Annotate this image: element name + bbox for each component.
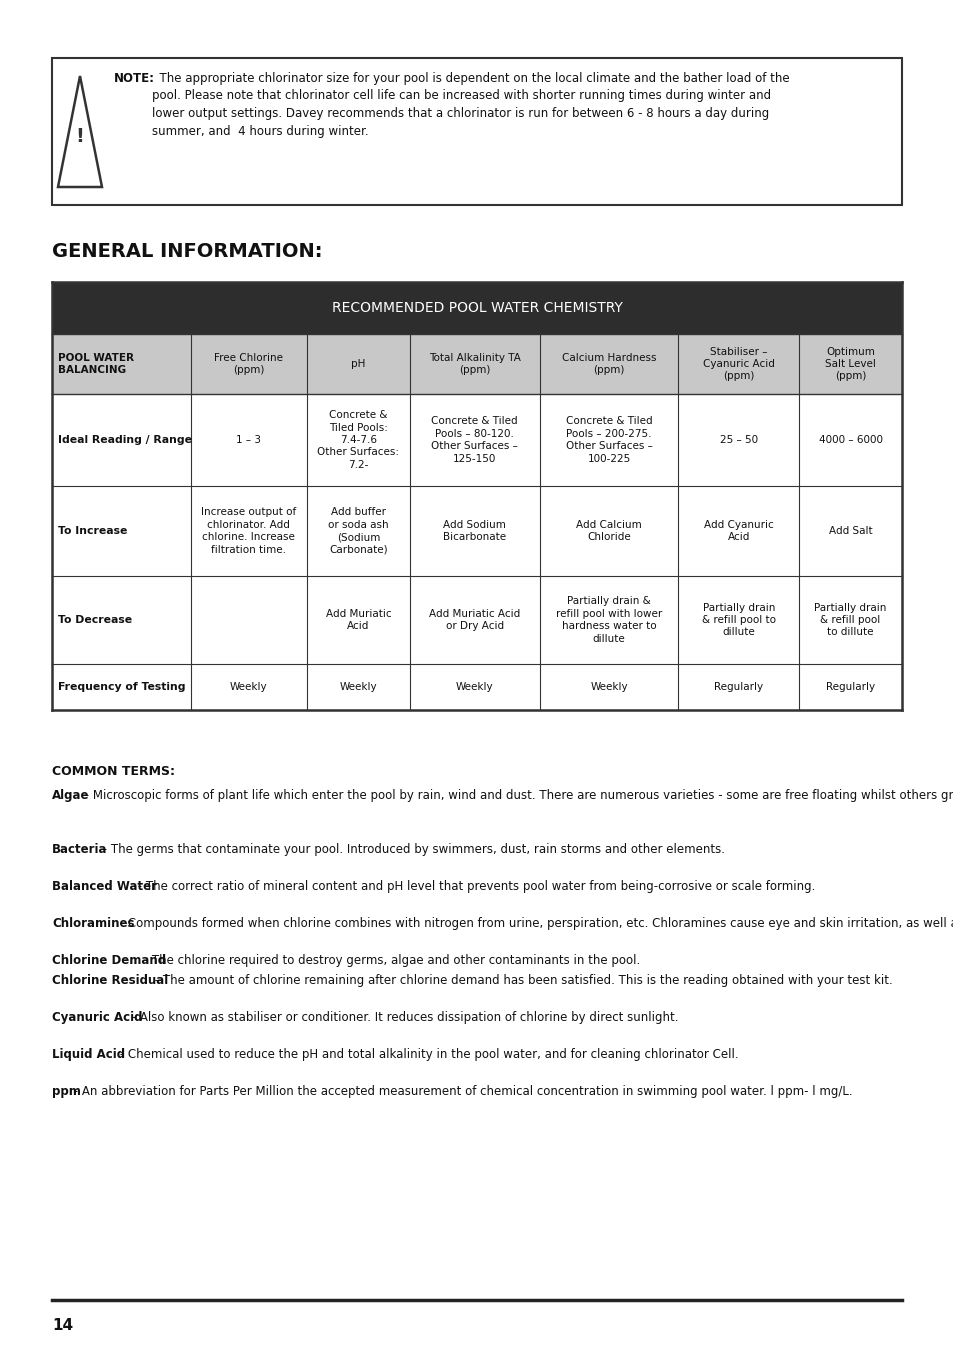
Bar (52, 282, 901, 333)
Text: - Also known as stabiliser or conditioner. It reduces dissipation of chlorine by: - Also known as stabiliser or conditione… (128, 1011, 678, 1025)
Text: 1 – 3: 1 – 3 (236, 435, 261, 446)
Text: - The amount of chlorine remaining after chlorine demand has been satisfied. Thi: - The amount of chlorine remaining after… (152, 973, 892, 987)
Text: Regularly: Regularly (825, 682, 874, 693)
Text: RECOMMENDED POOL WATER CHEMISTRY: RECOMMENDED POOL WATER CHEMISTRY (332, 301, 621, 315)
Text: 25 – 50: 25 – 50 (719, 435, 757, 446)
Bar (52, 333, 191, 394)
Text: ppm: ppm (52, 1085, 81, 1098)
Text: Free Chlorine
(ppm): Free Chlorine (ppm) (214, 352, 283, 375)
Text: Weekly: Weekly (339, 682, 376, 693)
Text: Ideal Reading / Range: Ideal Reading / Range (58, 435, 192, 446)
Bar (799, 333, 901, 394)
Text: - The germs that contaminate your pool. Introduced by swimmers, dust, rain storm: - The germs that contaminate your pool. … (99, 842, 724, 856)
Text: Increase output of
chlorinator. Add
chlorine. Increase
filtration time.: Increase output of chlorinator. Add chlo… (201, 508, 296, 555)
Text: 14: 14 (52, 1318, 73, 1332)
Text: - Microscopic forms of plant life which enter the pool by rain, wind and dust. T: - Microscopic forms of plant life which … (81, 788, 953, 802)
Text: Concrete & Tiled
Pools – 200-275.
Other Surfaces –
100-225: Concrete & Tiled Pools – 200-275. Other … (565, 416, 652, 463)
Text: Add Muriatic Acid
or Dry Acid: Add Muriatic Acid or Dry Acid (429, 609, 519, 632)
Bar (307, 333, 410, 394)
Bar (678, 333, 799, 394)
Text: Add Cyanuric
Acid: Add Cyanuric Acid (703, 520, 773, 543)
Text: Add Sodium
Bicarbonate: Add Sodium Bicarbonate (443, 520, 506, 543)
Bar (52, 394, 901, 486)
Text: Add Salt: Add Salt (828, 526, 871, 536)
Bar (410, 333, 539, 394)
Text: Stabiliser –
Cyanuric Acid
(ppm): Stabiliser – Cyanuric Acid (ppm) (702, 347, 774, 382)
FancyBboxPatch shape (52, 58, 901, 205)
Text: Add buffer
or soda ash
(Sodium
Carbonate): Add buffer or soda ash (Sodium Carbonate… (328, 508, 389, 555)
Text: The appropriate chlorinator size for your pool is dependent on the local climate: The appropriate chlorinator size for you… (152, 72, 789, 138)
Text: Optimum
Salt Level
(ppm): Optimum Salt Level (ppm) (824, 347, 875, 382)
Bar (539, 333, 678, 394)
Text: Bacteria: Bacteria (52, 842, 108, 856)
Text: GENERAL INFORMATION:: GENERAL INFORMATION: (52, 242, 322, 261)
Text: - An abbreviation for Parts Per Million the accepted measurement of chemical con: - An abbreviation for Parts Per Million … (70, 1085, 851, 1098)
Text: POOL WATER
BALANCING: POOL WATER BALANCING (58, 352, 133, 375)
Text: Chlorine Residual: Chlorine Residual (52, 973, 168, 987)
Text: Calcium Hardness
(ppm): Calcium Hardness (ppm) (561, 352, 656, 375)
Text: Concrete &
Tiled Pools:
7.4-7.6
Other Surfaces:
7.2-: Concrete & Tiled Pools: 7.4-7.6 Other Su… (317, 410, 399, 470)
Text: Chloramines: Chloramines (52, 917, 134, 930)
Text: Partially drain &
refill pool with lower
hardness water to
dillute: Partially drain & refill pool with lower… (556, 597, 661, 644)
Text: Balanced Water: Balanced Water (52, 880, 157, 892)
Text: Add Calcium
Chloride: Add Calcium Chloride (576, 520, 641, 543)
Text: NOTE:: NOTE: (113, 72, 154, 85)
Text: Frequency of Testing: Frequency of Testing (58, 682, 185, 693)
Text: Weekly: Weekly (590, 682, 627, 693)
Text: Algae: Algae (52, 788, 90, 802)
Text: Weekly: Weekly (230, 682, 268, 693)
Text: pH: pH (351, 359, 365, 369)
Text: To Decrease: To Decrease (58, 616, 132, 625)
Text: Add Muriatic
Acid: Add Muriatic Acid (325, 609, 391, 632)
Bar (191, 333, 307, 394)
Text: Concrete & Tiled
Pools – 80-120.
Other Surfaces –
125-150: Concrete & Tiled Pools – 80-120. Other S… (431, 416, 517, 463)
Text: Liquid Acid: Liquid Acid (52, 1048, 125, 1061)
Text: Total Alkalinity TA
(ppm): Total Alkalinity TA (ppm) (429, 352, 520, 375)
Text: Partially drain
& refill pool to
dillute: Partially drain & refill pool to dillute (701, 602, 775, 637)
Bar (52, 576, 901, 664)
Bar (52, 664, 901, 710)
Text: Chlorine Demand: Chlorine Demand (52, 954, 166, 967)
Text: Partially drain
& refill pool
to dillute: Partially drain & refill pool to dillute (814, 602, 885, 637)
Bar (52, 486, 901, 576)
Text: - Compounds formed when chlorine combines with nitrogen from urine, perspiration: - Compounds formed when chlorine combine… (116, 917, 953, 930)
Text: - The chlorine required to destroy germs, algae and other contaminants in the po: - The chlorine required to destroy germs… (139, 954, 639, 967)
Text: To Increase: To Increase (58, 526, 128, 536)
Text: - Chemical used to reduce the pH and total alkalinity in the pool water, and for: - Chemical used to reduce the pH and tot… (116, 1048, 739, 1061)
Text: Cyanuric Acid: Cyanuric Acid (52, 1011, 142, 1025)
Text: - The correct ratio of mineral content and pH level that prevents pool water fro: - The correct ratio of mineral content a… (133, 880, 815, 892)
Text: Weekly: Weekly (456, 682, 493, 693)
Text: Regularly: Regularly (714, 682, 762, 693)
Text: !: ! (75, 127, 85, 146)
Text: COMMON TERMS:: COMMON TERMS: (52, 765, 174, 778)
Text: 4000 – 6000: 4000 – 6000 (818, 435, 882, 446)
